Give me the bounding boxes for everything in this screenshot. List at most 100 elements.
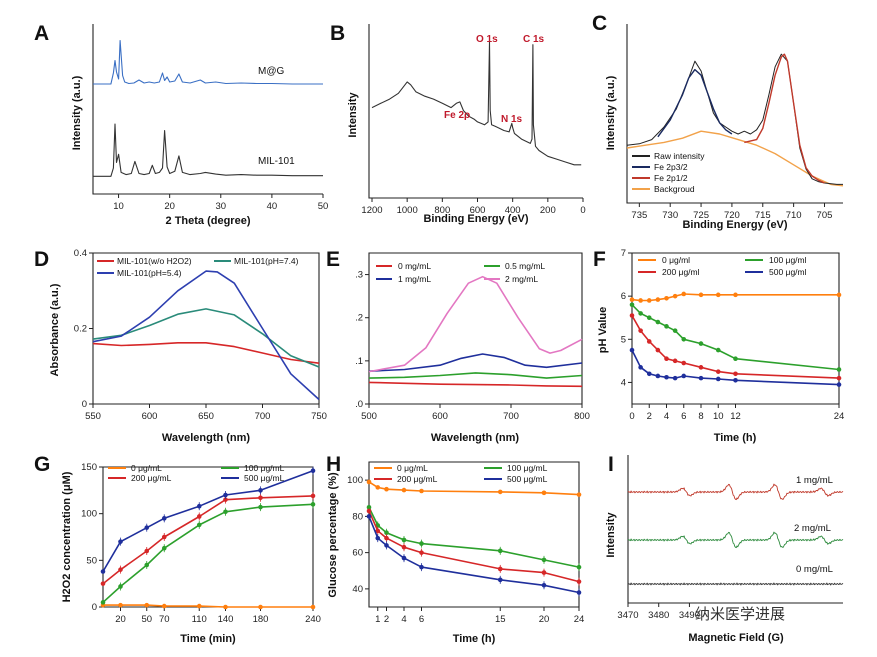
y-ticks-d: 0 0.2 0.4 xyxy=(74,248,93,410)
x-tick-label-d-4: 750 xyxy=(311,411,327,422)
legend-label-e-1: 0.5 mg/mL xyxy=(505,261,545,271)
series-line-e-1 xyxy=(368,372,583,379)
data-point-g-2-3 xyxy=(161,534,167,540)
data-point-h-2-1 xyxy=(375,528,381,534)
series-line-g-2 xyxy=(102,495,314,585)
series-i xyxy=(627,483,844,586)
x-ticks-c: 735 730 725 720 715 710 705 xyxy=(631,203,832,221)
data-point-g-1-6 xyxy=(258,504,263,510)
data-point-f-2-1 xyxy=(638,328,643,333)
data-point-h-2-7 xyxy=(576,579,582,584)
data-point-h-0-5 xyxy=(497,489,503,495)
x-tick-label-g-4: 140 xyxy=(218,614,234,625)
x-tick-label-h-1: 2 xyxy=(384,614,389,625)
x-tick-label-g-6: 240 xyxy=(305,614,321,625)
data-point-f-3-1 xyxy=(638,365,643,370)
panel-g-h2o2: G H2O2 concentration (μM) Time (min) 20 5… xyxy=(34,453,321,645)
panel-label-g: G xyxy=(34,453,50,476)
x-tick-label-e-2: 700 xyxy=(503,411,519,422)
x-ticks-d: 550 600 650 700 750 xyxy=(85,404,327,422)
x-tick-label-a-4: 50 xyxy=(318,201,329,212)
series-label-i-0: 1 mg/mL xyxy=(796,475,833,486)
legend-label-g-0: 0 μg/mL xyxy=(131,463,162,473)
x-tick-label-i-0: 3470 xyxy=(617,610,638,621)
legend-e: 0 mg/mL 0.5 mg/mL 1 mg/mL 2 mg/mL xyxy=(376,261,545,284)
data-point-f-1-4 xyxy=(664,324,669,329)
data-point-f-1-6 xyxy=(681,336,687,342)
x-tick-label-g-1: 50 xyxy=(141,614,152,625)
x-tick-label-f-1: 2 xyxy=(647,411,652,422)
data-point-f-3-9 xyxy=(733,377,738,383)
y-tick-label-e-3: .3 xyxy=(355,270,363,281)
x-axis-label-g: Time (min) xyxy=(180,633,236,645)
y-ticks-e: .0 .1 .2 .3 xyxy=(355,270,369,410)
x-tick-label-c-5: 710 xyxy=(786,210,802,221)
legend-label-fe2p12: Fe 2p1/2 xyxy=(654,173,688,183)
data-point-h-2-6 xyxy=(541,570,547,575)
data-point-f-3-0 xyxy=(629,347,635,353)
y-tick-label-h-1: 60 xyxy=(352,548,363,559)
series-line-d-1 xyxy=(92,308,320,368)
peak-label-n1s: N 1s xyxy=(501,114,523,125)
x-tick-label-f-0: 0 xyxy=(629,411,634,422)
panel-a-xrd: A Intensity (a.u.) 2 Theta (degree) 10 20… xyxy=(34,22,328,227)
series-line-g-0 xyxy=(103,604,313,608)
panel-h-glucose: H Glucose percentage (%) Time (h) 1 2 4 6 15… xyxy=(326,453,584,645)
data-point-f-3-3 xyxy=(655,373,661,379)
data-point-f-3-10 xyxy=(836,382,842,387)
legend-label-h-3: 500 μg/mL xyxy=(507,474,548,484)
x-axis-label-f: Time (h) xyxy=(714,432,757,444)
data-point-g-2-0 xyxy=(100,581,106,586)
series-line-g-1 xyxy=(102,503,314,603)
y-tick-label-f-0: 4 xyxy=(621,377,626,388)
x-tick-label-b-5: 200 xyxy=(540,205,556,216)
data-point-f-1-3 xyxy=(655,319,661,325)
data-point-g-3-5 xyxy=(223,492,228,498)
y-tick-label-f-1: 5 xyxy=(621,334,626,345)
y-tick-label-e-2: .2 xyxy=(355,313,363,324)
data-point-f-3-6 xyxy=(681,373,687,379)
x-tick-label-c-6: 705 xyxy=(817,210,833,221)
y-axis-label-g: H2O2 concentration (μM) xyxy=(61,471,73,602)
data-point-f-0-0 xyxy=(629,297,635,302)
x-tick-label-i-2: 3490 xyxy=(679,610,700,621)
series-label-mg: M@G xyxy=(258,66,284,77)
data-point-f-3-7 xyxy=(698,375,704,381)
y-tick-label-e-1: .1 xyxy=(355,356,363,367)
legend-label-f-1: 100 μg/ml xyxy=(769,255,807,265)
data-point-f-1-1 xyxy=(638,311,643,316)
x-axis-label-i: Magnetic Field (G) xyxy=(688,632,784,644)
data-point-f-3-8 xyxy=(715,376,721,382)
data-point-h-2-2 xyxy=(384,535,389,541)
y-axis-label-f: pH Value xyxy=(597,307,609,353)
x-ticks-i: 3470 3480 3490 xyxy=(617,603,700,621)
series-line-e-3 xyxy=(368,275,583,373)
data-point-g-0-1 xyxy=(118,602,123,608)
data-point-f-0-6 xyxy=(681,291,687,297)
legend-label-g-1: 100 μg/mL xyxy=(244,463,285,473)
data-point-h-0-4 xyxy=(419,488,424,494)
series-line-h-3 xyxy=(368,516,580,594)
legend-c: Raw intensity Fe 2p3/2 Fe 2p1/2 Backgrou… xyxy=(632,151,705,194)
data-point-f-3-4 xyxy=(664,374,669,380)
legend-label-f-3: 500 μg/ml xyxy=(769,267,807,277)
legend-label-h-1: 100 μg/mL xyxy=(507,463,548,473)
data-point-f-1-9 xyxy=(733,356,738,362)
data-point-g-1-2 xyxy=(144,562,150,568)
y-tick-label-h-2: 80 xyxy=(352,511,363,522)
data-point-h-0-0 xyxy=(366,479,372,485)
series-line-e-0 xyxy=(368,381,583,388)
panel-label-h: H xyxy=(326,453,341,476)
x-tick-label-g-3: 110 xyxy=(192,614,207,625)
data-point-f-2-3 xyxy=(655,347,661,353)
y-axis-label-h: Glucose percentage (%) xyxy=(327,472,339,598)
data-point-f-2-7 xyxy=(698,365,704,370)
y-tick-label-d-2: 0.4 xyxy=(74,248,87,259)
data-point-f-3-2 xyxy=(646,371,652,377)
legend-label-d-2: MIL-101(pH=5.4) xyxy=(117,268,182,278)
data-point-f-3-5 xyxy=(672,375,678,381)
y-axis-label-c: Intensity (a.u.) xyxy=(605,75,617,150)
data-point-f-0-3 xyxy=(655,297,661,302)
legend-label-h-0: 0 μg/mL xyxy=(397,463,428,473)
